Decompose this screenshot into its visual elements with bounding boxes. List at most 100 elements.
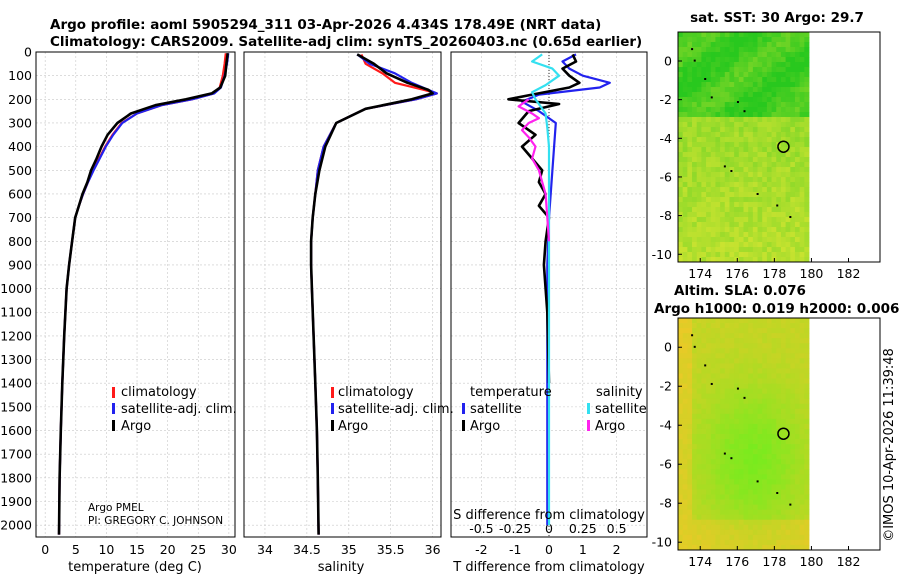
sla-cell	[734, 333, 740, 339]
sla-cell	[706, 333, 712, 339]
difference-xtick-label: 2	[613, 542, 621, 557]
sst-cell	[696, 247, 702, 253]
sst-cell	[780, 247, 787, 253]
sst-cell	[743, 42, 749, 48]
sla-cell	[682, 398, 688, 405]
sla-cell	[715, 413, 721, 420]
sst-cell	[804, 177, 810, 183]
sst-cell	[696, 187, 702, 193]
sla-cell	[762, 348, 768, 354]
sla-cell	[799, 418, 805, 425]
sst-cell	[710, 147, 716, 153]
sla-cell	[710, 408, 716, 415]
sla-cell	[696, 434, 702, 440]
sst-cell	[687, 92, 693, 98]
sla-cell	[766, 529, 772, 536]
sst-cell	[799, 242, 805, 248]
island-speck	[789, 503, 792, 506]
sst-cell	[785, 137, 791, 143]
sla-cell	[715, 459, 721, 465]
sst-cell	[757, 102, 763, 108]
sla-cell	[776, 519, 782, 526]
sla-cell	[678, 439, 684, 445]
sst-cell	[720, 237, 726, 243]
sst-cell	[710, 97, 716, 103]
sst-cell	[752, 162, 758, 168]
sst-cell	[790, 237, 796, 243]
sst-cell	[724, 152, 730, 158]
sla-cell	[794, 499, 801, 506]
sla-cell	[701, 323, 707, 329]
sst-cell	[799, 202, 805, 208]
sst-cell	[734, 242, 740, 248]
sst-cell	[682, 157, 688, 163]
sst-cell	[804, 82, 810, 88]
sst-cell	[780, 217, 787, 223]
sla-cell	[687, 353, 693, 359]
temperature-xtick-label: 5	[72, 542, 80, 557]
sla-cell	[785, 373, 791, 379]
sla-cell	[757, 408, 763, 415]
sst-cell	[762, 142, 768, 148]
sst-cell	[790, 67, 796, 73]
difference-xlabel: T difference from climatology	[452, 560, 645, 575]
sst-cell	[724, 157, 730, 163]
sla-cell	[724, 504, 730, 511]
temperature-xtick-label: 0	[41, 542, 49, 557]
sla-cell	[766, 388, 772, 395]
island-speck	[743, 396, 746, 399]
sla-cell	[762, 529, 768, 536]
sst-cell	[776, 32, 782, 38]
sla-cell	[696, 428, 702, 435]
sst-cell	[687, 197, 693, 203]
sst-cell	[766, 247, 772, 253]
sst-cell	[762, 202, 768, 208]
sla-cell	[771, 539, 777, 546]
sst-cell	[794, 197, 801, 203]
sst-cell	[748, 67, 754, 73]
sst-cell	[720, 257, 726, 263]
sst-cell	[682, 137, 688, 143]
sla-cell	[710, 479, 716, 485]
sst-cell	[729, 52, 735, 58]
sst-cell	[706, 152, 712, 158]
sla-cell	[776, 333, 782, 339]
sst-cell	[785, 122, 791, 128]
sla-cell	[762, 393, 768, 400]
sst-cell	[715, 227, 721, 233]
sla-cell	[729, 353, 735, 359]
sla-cell	[762, 328, 768, 334]
sst-cell	[710, 237, 716, 243]
depth-tick-label: 1800	[0, 470, 32, 485]
sst-cell	[776, 192, 782, 198]
sst-cell	[762, 77, 768, 83]
sst-cell	[776, 102, 782, 108]
sst-cell	[776, 67, 782, 73]
sst-cell	[692, 87, 698, 93]
sla-cell	[757, 489, 763, 495]
sst-cell	[762, 152, 768, 158]
sst-cell	[729, 152, 735, 158]
sla-cell	[743, 449, 749, 455]
sla-cell	[794, 544, 801, 551]
sla-cell	[682, 494, 688, 500]
sla-cell	[682, 383, 688, 390]
sst-cell	[748, 227, 754, 233]
sst-cell	[696, 232, 702, 238]
sla-cell	[738, 343, 744, 349]
sla-cell	[762, 323, 768, 329]
sst-cell	[692, 102, 698, 108]
sst-cell	[692, 232, 698, 238]
sst-cell	[757, 172, 763, 178]
sla-cell	[748, 348, 754, 354]
sla-cell	[776, 524, 782, 531]
sst-cell	[734, 252, 740, 258]
sst-cell	[762, 172, 768, 178]
sst-cell	[682, 232, 688, 238]
salinity-axes-box	[243, 51, 442, 538]
sla-cell	[724, 439, 730, 445]
sla-cell	[720, 328, 726, 334]
sst-cell	[696, 252, 702, 258]
sla-cell	[706, 449, 712, 455]
sst-cell	[687, 42, 693, 48]
